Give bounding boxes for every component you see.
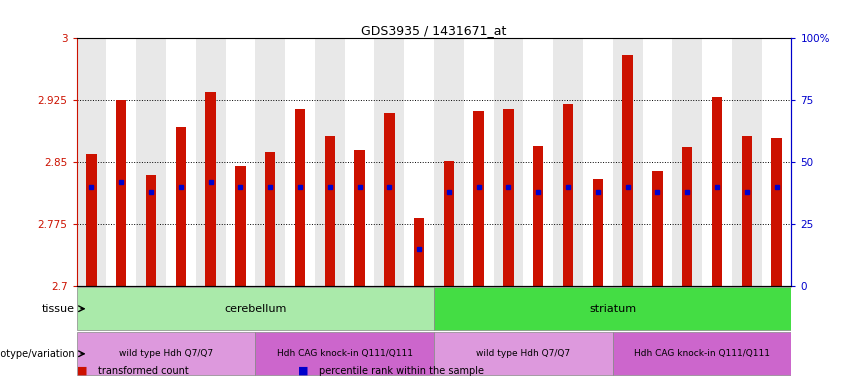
Bar <box>255 38 285 286</box>
Bar <box>622 55 633 286</box>
Text: Hdh CAG knock-in Q111/Q111: Hdh CAG knock-in Q111/Q111 <box>277 349 413 358</box>
Bar <box>652 170 663 286</box>
Bar <box>86 154 97 286</box>
Text: tissue: tissue <box>42 304 75 314</box>
Bar <box>235 166 246 286</box>
Text: cerebellum: cerebellum <box>224 304 287 314</box>
Text: wild type Hdh Q7/Q7: wild type Hdh Q7/Q7 <box>119 349 213 358</box>
Bar <box>732 38 762 286</box>
Bar <box>136 38 166 286</box>
Text: striatum: striatum <box>589 304 637 314</box>
Bar <box>175 127 186 286</box>
Text: ■: ■ <box>77 366 87 376</box>
Bar <box>741 136 752 286</box>
Bar <box>672 38 702 286</box>
Bar <box>464 38 494 286</box>
Bar <box>265 152 276 286</box>
Bar <box>384 113 395 286</box>
Bar <box>592 179 603 286</box>
Text: Hdh CAG knock-in Q111/Q111: Hdh CAG knock-in Q111/Q111 <box>634 349 770 358</box>
Bar <box>762 38 791 286</box>
Bar <box>494 38 523 286</box>
Bar <box>77 38 106 286</box>
Bar <box>414 218 425 286</box>
Bar <box>315 38 345 286</box>
Bar <box>643 38 672 286</box>
Text: ■: ■ <box>298 366 308 376</box>
Bar <box>106 38 136 286</box>
Bar <box>434 332 613 376</box>
Bar <box>196 38 226 286</box>
Bar <box>682 147 693 286</box>
Bar <box>443 161 454 286</box>
Bar <box>503 109 514 286</box>
Bar <box>255 332 434 376</box>
Bar <box>613 38 643 286</box>
Bar <box>473 111 484 286</box>
Bar <box>345 38 374 286</box>
Bar <box>613 332 791 376</box>
Bar <box>226 38 255 286</box>
Bar <box>533 146 544 286</box>
Bar <box>583 38 613 286</box>
Bar <box>553 38 583 286</box>
Title: GDS3935 / 1431671_at: GDS3935 / 1431671_at <box>362 24 506 37</box>
Bar <box>166 38 196 286</box>
Bar <box>434 38 464 286</box>
Bar <box>205 92 216 286</box>
Text: transformed count: transformed count <box>98 366 189 376</box>
Bar <box>523 38 553 286</box>
Bar <box>771 137 782 286</box>
Bar <box>77 287 434 330</box>
Bar <box>324 136 335 286</box>
Bar <box>702 38 732 286</box>
Bar <box>711 97 722 286</box>
Bar <box>116 100 127 286</box>
Bar <box>77 332 255 376</box>
Bar <box>374 38 404 286</box>
Bar <box>404 38 434 286</box>
Bar <box>285 38 315 286</box>
Bar <box>434 287 791 330</box>
Bar <box>563 104 574 286</box>
Text: wild type Hdh Q7/Q7: wild type Hdh Q7/Q7 <box>477 349 570 358</box>
Bar <box>354 150 365 286</box>
Text: genotype/variation: genotype/variation <box>0 349 75 359</box>
Bar <box>146 175 157 286</box>
Text: percentile rank within the sample: percentile rank within the sample <box>319 366 484 376</box>
Bar <box>294 109 306 286</box>
